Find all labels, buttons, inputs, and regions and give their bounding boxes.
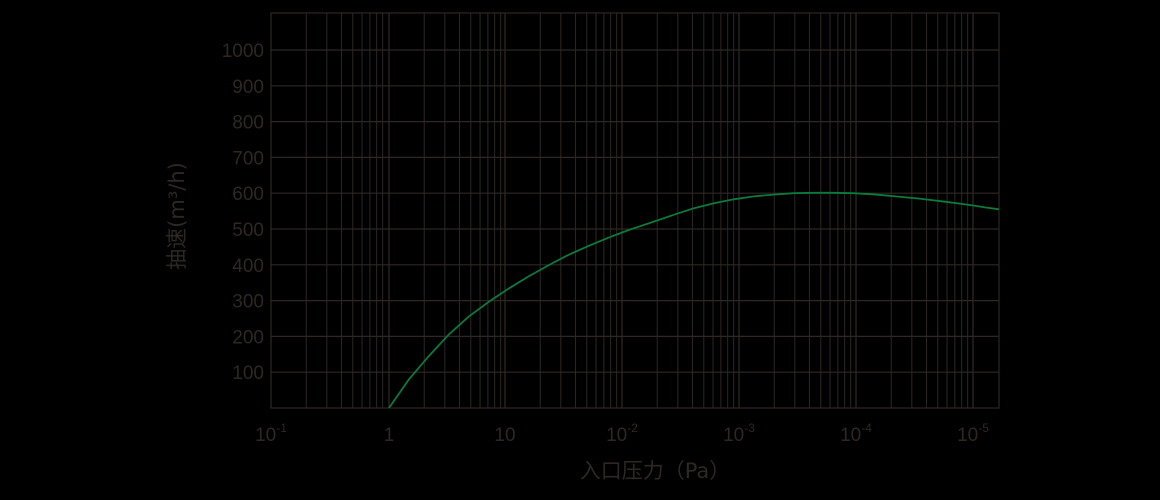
y-axis-title: 抽速(m³/h) bbox=[165, 162, 189, 270]
y-tick-label: 700 bbox=[232, 148, 264, 169]
x-tick-label: 10-5 bbox=[957, 421, 989, 446]
x-tick-label: 1 bbox=[384, 425, 395, 446]
y-tick-label: 1000 bbox=[222, 41, 264, 62]
y-tick-label: 800 bbox=[232, 113, 264, 134]
y-tick-label: 300 bbox=[232, 292, 264, 313]
x-tick-label: 10-3 bbox=[723, 421, 755, 446]
x-axis-title: 入口压力（Pa） bbox=[580, 459, 731, 483]
plot-frame bbox=[270, 12, 1000, 409]
pumping-speed-curve bbox=[388, 191, 1000, 409]
minor-gridlines bbox=[305, 13, 969, 408]
x-axis-ticks: 10-1 1 10 10-2 10-3 10-4 10-5 bbox=[255, 421, 989, 446]
major-gridlines bbox=[271, 13, 999, 408]
x-tick-label: 10 bbox=[494, 425, 515, 446]
y-tick-label: 500 bbox=[232, 220, 264, 241]
y-tick-label: 200 bbox=[232, 327, 264, 348]
y-tick-label: 100 bbox=[232, 363, 264, 384]
y-tick-label: 900 bbox=[232, 77, 264, 98]
x-tick-label: 10-2 bbox=[606, 421, 638, 446]
y-tick-label: 400 bbox=[232, 256, 264, 277]
x-tick-label: 10-1 bbox=[255, 421, 287, 446]
y-axis-ticks: 100 200 300 400 500 600 700 800 900 1000 bbox=[222, 41, 264, 384]
y-tick-label: 600 bbox=[232, 184, 264, 205]
x-tick-label: 10-4 bbox=[840, 421, 872, 446]
